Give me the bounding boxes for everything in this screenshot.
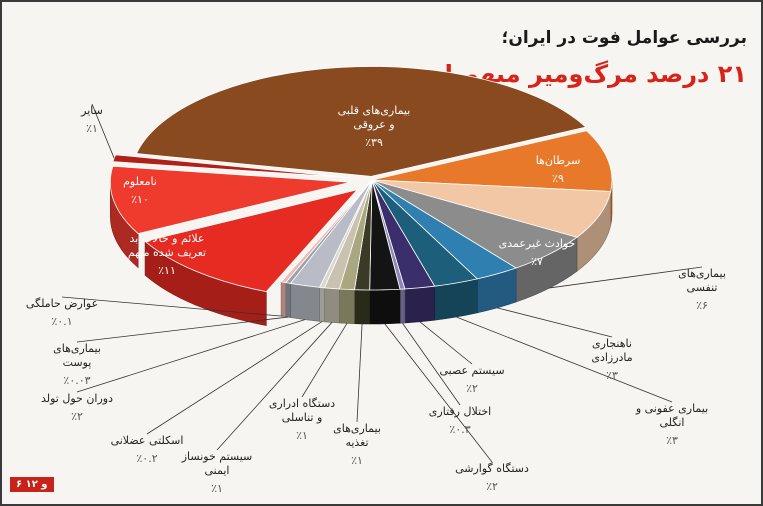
- slice-label: بیماری‌های قلبی: [338, 104, 411, 117]
- slice-label: حوادث غیرعمدی: [499, 237, 576, 250]
- slice-label: دستگاه گوارشی: [455, 462, 529, 475]
- slice-label: تغذیه: [345, 436, 368, 449]
- slice-label: بیماری عفونی و: [635, 402, 708, 415]
- slice-side: [369, 288, 401, 325]
- leader-line: [76, 316, 289, 343]
- slice-value-label: ٪۲: [466, 382, 478, 395]
- slice-label: بیماری‌های: [678, 267, 726, 280]
- slice-value-label: ٪۳: [606, 369, 618, 382]
- slice-value-label: ٪۲: [486, 480, 498, 493]
- slice-side: [324, 287, 340, 324]
- slice-label: اختلال رفتاری: [429, 405, 491, 418]
- chart-title: بررسی عوامل فوت در ایران؛: [501, 28, 747, 48]
- slice-label: و تناسلی: [282, 411, 323, 424]
- slice-label: و عروقی: [353, 118, 394, 131]
- slice-label: بیماری‌های: [333, 422, 381, 435]
- slice-label: انگلی: [659, 416, 684, 429]
- slice-value-label: ٪۲: [71, 410, 83, 423]
- leader-line: [146, 321, 323, 435]
- slice-value-label: ٪۱۰: [131, 193, 149, 206]
- pie-slice: [371, 130, 613, 192]
- pie-slice: [109, 165, 351, 235]
- slice-label: دستگاه ادراری: [269, 397, 335, 410]
- slice-label: ایمنی: [205, 464, 230, 477]
- slice-side: [290, 283, 320, 322]
- slice-label: پوست: [63, 356, 92, 369]
- slice-label: نامعلوم: [123, 175, 157, 188]
- slice-value-label: ٪۷: [531, 255, 543, 268]
- pie-slice: [135, 66, 587, 177]
- slice-side: [319, 287, 325, 323]
- slice-value-label: ٪۰.۱: [51, 315, 72, 328]
- slice-label: تعریف شده مبهم: [128, 246, 206, 259]
- slice-value-label: ٪۱۱: [158, 264, 176, 277]
- slice-value-label: ٪۱: [211, 482, 223, 495]
- leader-line: [549, 266, 703, 289]
- slice-value-label: ٪۱: [296, 429, 308, 442]
- slice-side: [339, 288, 355, 325]
- slice-label: سیستم خونساز: [181, 450, 253, 463]
- leader-line: [356, 323, 363, 423]
- slice-label: سایر: [80, 104, 103, 117]
- pie-slice: [144, 189, 359, 293]
- slice-value-label: ٪۳۹: [365, 136, 383, 149]
- slice-label: سرطان‌ها: [536, 154, 581, 167]
- slice-side: [399, 288, 406, 324]
- slice-side: [354, 289, 370, 325]
- slice-value-label: ٪۱: [86, 122, 98, 135]
- slice-label: ناهنجاری: [592, 337, 632, 350]
- slice-label: علائم و حالات بد: [130, 232, 205, 245]
- slice-side: [285, 282, 291, 318]
- slice-side: [280, 281, 287, 318]
- slice-label: دوران حول تولد: [41, 392, 113, 405]
- slice-value-label: ٪۹: [552, 172, 564, 185]
- slice-label: اسکلتی عضلانی: [111, 434, 184, 447]
- leader-line: [402, 322, 461, 406]
- slice-value-label: ٪۰.۳: [449, 423, 470, 436]
- leader-line: [497, 307, 613, 338]
- slice-value-label: ٪۳: [666, 434, 678, 447]
- leader-line: [384, 323, 493, 463]
- slice-label: عوارض حاملگی: [26, 297, 98, 310]
- pie-slice: [371, 179, 612, 238]
- leader-line: [456, 316, 673, 403]
- slice-label: سیستم عصبی: [439, 364, 504, 377]
- slice-label: مادرزادی: [591, 351, 632, 364]
- slice-value-label: ٪۶: [696, 299, 708, 312]
- leader-line: [301, 323, 348, 398]
- leader-line: [419, 321, 473, 365]
- slice-label: بیماری‌های: [53, 342, 101, 355]
- leader-line: [91, 103, 115, 159]
- slice-side: [404, 285, 435, 324]
- slice-value-label: ٪۱: [351, 454, 363, 467]
- pie-slice: [280, 179, 373, 284]
- leader-line: [76, 319, 305, 393]
- page-tag: ۶ و ۱۲: [10, 477, 54, 492]
- slice-value-label: ٪۰.۰۳: [63, 374, 90, 387]
- leader-line: [216, 322, 333, 451]
- leader-line: [61, 296, 284, 317]
- slice-value-label: ٪۰.۲: [136, 452, 157, 465]
- slice-label: تنفسی: [687, 281, 718, 294]
